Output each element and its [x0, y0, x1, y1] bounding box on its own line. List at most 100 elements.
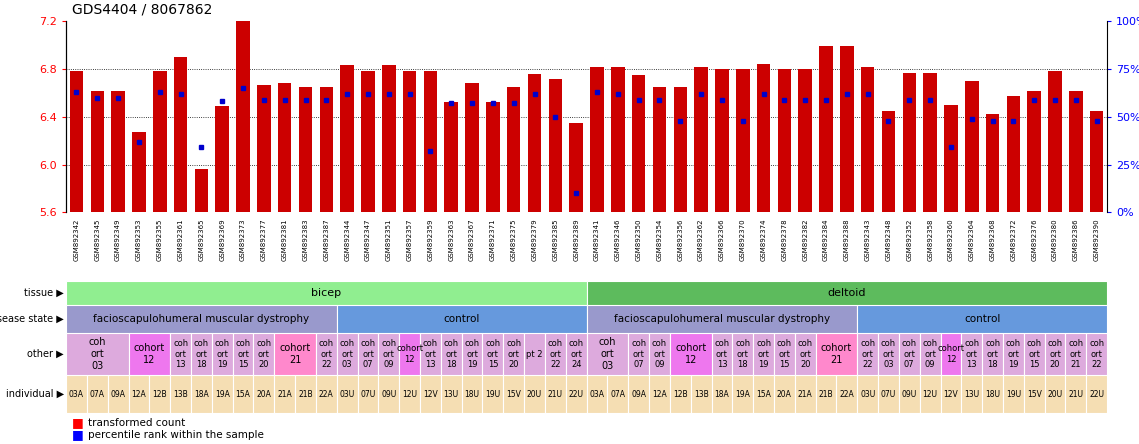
Bar	[632, 75, 646, 212]
Text: 15V: 15V	[506, 389, 522, 399]
Bar	[132, 132, 146, 212]
Bar	[378, 333, 399, 375]
Text: 19U: 19U	[1006, 389, 1021, 399]
Bar	[149, 375, 170, 413]
Bar	[87, 375, 108, 413]
Text: coh
ort
13: coh ort 13	[173, 339, 188, 369]
Bar	[232, 375, 254, 413]
Text: cohort
21: cohort 21	[279, 343, 311, 365]
Bar	[503, 375, 524, 413]
Text: coh
ort
18: coh ort 18	[985, 339, 1000, 369]
Bar	[775, 375, 795, 413]
Bar	[153, 71, 166, 212]
Bar	[1003, 375, 1024, 413]
Bar	[507, 87, 521, 212]
Text: 19A: 19A	[215, 389, 230, 399]
Bar	[712, 375, 732, 413]
Bar	[483, 375, 503, 413]
Bar	[524, 333, 544, 375]
Bar	[775, 333, 795, 375]
Bar	[441, 333, 461, 375]
Bar	[836, 375, 858, 413]
Bar	[587, 281, 1107, 305]
Bar	[486, 103, 500, 212]
Bar	[170, 375, 191, 413]
Bar	[358, 375, 378, 413]
Bar	[882, 111, 895, 212]
Text: coh
ort
03: coh ort 03	[339, 339, 354, 369]
Bar	[816, 375, 836, 413]
Text: 22A: 22A	[319, 389, 334, 399]
Bar	[919, 333, 941, 375]
Bar	[732, 333, 753, 375]
Bar	[466, 83, 478, 212]
Bar	[1087, 333, 1107, 375]
Bar	[503, 333, 524, 375]
Bar	[66, 375, 87, 413]
Bar	[690, 375, 712, 413]
Text: deltoid: deltoid	[828, 288, 866, 298]
Bar	[1048, 71, 1062, 212]
Text: 12A: 12A	[132, 389, 146, 399]
Bar	[732, 375, 753, 413]
Text: 13B: 13B	[173, 389, 188, 399]
Bar	[108, 375, 129, 413]
Text: coh
ort
19: coh ort 19	[756, 339, 771, 369]
Bar	[254, 375, 274, 413]
Bar	[483, 333, 503, 375]
Bar	[1044, 375, 1065, 413]
Bar	[1024, 333, 1044, 375]
Text: disease state ▶: disease state ▶	[0, 314, 64, 324]
Bar	[570, 123, 583, 212]
Bar	[944, 105, 958, 212]
Text: 13U: 13U	[444, 389, 459, 399]
Bar	[965, 81, 978, 212]
Text: cohort
12: cohort 12	[133, 343, 165, 365]
Bar	[337, 333, 358, 375]
Text: 20A: 20A	[777, 389, 792, 399]
Bar	[298, 87, 312, 212]
Bar	[316, 375, 337, 413]
Text: coh
ort
21: coh ort 21	[1068, 339, 1083, 369]
Bar	[795, 375, 816, 413]
Bar	[590, 67, 604, 212]
Text: 22U: 22U	[568, 389, 583, 399]
Bar	[232, 333, 254, 375]
Bar	[653, 87, 666, 212]
Text: coh
ort
07: coh ort 07	[902, 339, 917, 369]
Text: percentile rank within the sample: percentile rank within the sample	[88, 429, 263, 440]
Bar	[816, 333, 858, 375]
Bar	[924, 73, 937, 212]
Text: coh
ort
09: coh ort 09	[382, 339, 396, 369]
Bar	[736, 69, 749, 212]
Bar	[941, 375, 961, 413]
Bar	[607, 375, 629, 413]
Text: 20U: 20U	[527, 389, 542, 399]
Bar	[90, 91, 104, 212]
Text: facioscapulohumeral muscular dystrophy: facioscapulohumeral muscular dystrophy	[93, 314, 310, 324]
Text: 12V: 12V	[423, 389, 437, 399]
Bar	[1070, 91, 1083, 212]
Bar	[320, 87, 333, 212]
Bar	[611, 67, 624, 212]
Bar	[215, 106, 229, 212]
Text: 13U: 13U	[965, 389, 980, 399]
Bar	[566, 375, 587, 413]
Bar	[337, 375, 358, 413]
Bar	[841, 46, 853, 212]
Text: other ▶: other ▶	[27, 349, 64, 359]
Text: 12V: 12V	[943, 389, 958, 399]
Text: ■: ■	[72, 428, 83, 441]
Bar	[670, 333, 712, 375]
Bar	[587, 305, 858, 333]
Bar	[986, 115, 999, 212]
Text: 21U: 21U	[548, 389, 563, 399]
Bar	[420, 333, 441, 375]
Bar	[1024, 375, 1044, 413]
Bar	[858, 375, 878, 413]
Text: coh
ort
15: coh ort 15	[1026, 339, 1042, 369]
Bar	[527, 74, 541, 212]
Bar	[461, 333, 483, 375]
Bar	[129, 375, 149, 413]
Bar	[212, 333, 232, 375]
